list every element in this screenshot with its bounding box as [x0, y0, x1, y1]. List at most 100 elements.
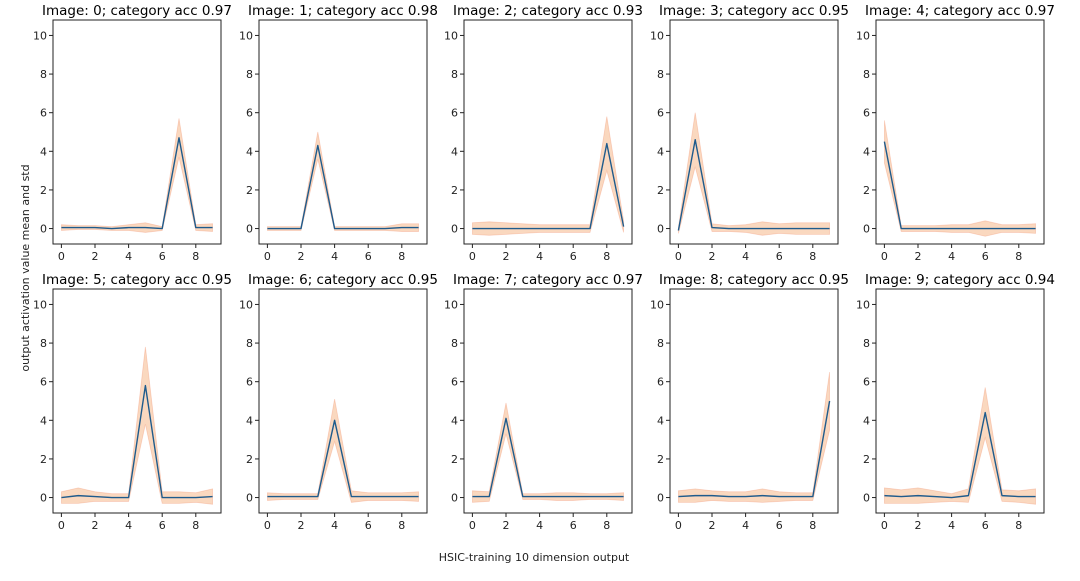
x-tick-label: 8 [398, 250, 405, 263]
x-tick-label: 6 [776, 250, 783, 263]
y-tick-label: 0 [246, 223, 253, 236]
figure-x-axis-label: HSIC-training 10 dimension output [439, 551, 630, 564]
x-tick-label: 4 [331, 250, 338, 263]
x-tick-label: 6 [776, 519, 783, 532]
subplot-2: Image: 2; category acc 0.93 0 2 4 6 8 0 2 4 6 8 10 [444, 3, 643, 263]
y-tick-label: 8 [863, 337, 870, 350]
subplot-title: Image: 4; category acc 0.97 [865, 3, 1055, 19]
std-band [266, 398, 420, 503]
x-tick-label: 4 [948, 519, 955, 532]
x-tick-label: 4 [742, 519, 749, 532]
y-tick-label: 6 [863, 376, 870, 389]
mean-line [61, 137, 213, 230]
subplot-title: Image: 2; category acc 0.93 [453, 3, 643, 19]
x-tick-label: 8 [809, 519, 816, 532]
x-tick-label: 4 [331, 519, 338, 532]
y-tick-label: 2 [863, 453, 870, 466]
x-tick-label: 0 [264, 250, 271, 263]
x-tick-label: 0 [264, 519, 271, 532]
y-tick-label: 6 [40, 376, 47, 389]
y-tick-label: 10 [33, 298, 47, 311]
subplot-4: Image: 4; category acc 0.97 0 2 4 6 8 0 2 4 6 8 10 [856, 3, 1055, 263]
axes-frame [258, 288, 428, 514]
y-tick-label: 4 [451, 145, 458, 158]
mean-line [678, 400, 831, 498]
x-tick-label: 6 [982, 250, 989, 263]
x-tick-label: 2 [503, 519, 510, 532]
y-tick-label: 4 [657, 414, 664, 427]
std-band [678, 112, 830, 236]
y-tick-label: 4 [40, 414, 47, 427]
axes-frame [52, 19, 222, 245]
subplot-title: Image: 8; category acc 0.95 [659, 272, 849, 288]
y-tick-label: 4 [246, 145, 253, 158]
mean-line [61, 384, 213, 499]
axes-frame [258, 19, 428, 245]
x-tick-label: 6 [365, 519, 372, 532]
y-tick-label: 2 [863, 184, 870, 197]
mean-line [472, 417, 624, 498]
x-tick-label: 4 [948, 250, 955, 263]
x-tick-label: 4 [125, 250, 132, 263]
y-tick-label: 8 [246, 337, 253, 350]
y-tick-label: 2 [246, 453, 253, 466]
y-tick-label: 10 [239, 298, 253, 311]
axes-frame [52, 288, 222, 514]
x-tick-label: 0 [881, 519, 888, 532]
y-tick-label: 4 [246, 414, 253, 427]
y-tick-label: 6 [246, 376, 253, 389]
subplot-8: Image: 8; category acc 0.95 0 2 4 6 8 0 2 4 6 8 10 [650, 272, 849, 532]
y-tick-label: 10 [444, 29, 458, 42]
std-band [471, 116, 624, 236]
subplot-title: Image: 0; category acc 0.97 [42, 3, 232, 19]
mean-line [883, 141, 1036, 230]
y-tick-label: 2 [451, 184, 458, 197]
y-tick-label: 2 [246, 184, 253, 197]
x-tick-label: 4 [125, 519, 132, 532]
y-tick-label: 6 [451, 107, 458, 120]
subplot-title: Image: 9; category acc 0.94 [865, 272, 1055, 288]
mean-line [267, 144, 419, 230]
y-tick-label: 8 [451, 68, 458, 81]
figure-y-axis-label: output activation value mean and std [19, 164, 32, 371]
y-tick-label: 0 [40, 223, 47, 236]
y-tick-label: 8 [657, 68, 664, 81]
x-tick-label: 2 [92, 250, 99, 263]
subplot-title: Image: 6; category acc 0.95 [248, 272, 438, 288]
y-tick-label: 2 [40, 184, 47, 197]
y-tick-label: 0 [40, 492, 47, 505]
subplot-title: Image: 7; category acc 0.97 [453, 272, 643, 288]
x-tick-label: 2 [709, 250, 716, 263]
subplot-title: Image: 3; category acc 0.95 [659, 3, 849, 19]
x-tick-label: 2 [298, 250, 305, 263]
x-tick-label: 0 [881, 250, 888, 263]
subplot-0: Image: 0; category acc 0.97 0 2 4 6 8 0 2 4 6 8 10 [33, 3, 232, 263]
y-tick-label: 10 [856, 298, 870, 311]
std-band [678, 371, 830, 503]
y-tick-label: 4 [451, 414, 458, 427]
x-tick-label: 6 [159, 519, 166, 532]
y-tick-label: 0 [246, 492, 253, 505]
x-tick-label: 6 [570, 250, 577, 263]
x-tick-label: 8 [398, 519, 405, 532]
y-tick-label: 10 [650, 29, 664, 42]
std-band [471, 402, 624, 503]
x-tick-label: 2 [915, 519, 922, 532]
x-tick-label: 0 [469, 250, 476, 263]
y-tick-label: 8 [40, 68, 47, 81]
y-tick-label: 0 [863, 223, 870, 236]
subplot-7: Image: 7; category acc 0.97 0 2 4 6 8 0 2 4 6 8 10 [444, 272, 643, 532]
y-tick-label: 6 [246, 107, 253, 120]
axes-frame [669, 19, 839, 245]
x-tick-label: 4 [536, 519, 543, 532]
y-tick-label: 8 [863, 68, 870, 81]
subplot-5: Image: 5; category acc 0.95 0 2 4 6 8 0 2 4 6 8 10 [33, 272, 232, 532]
y-tick-label: 10 [444, 298, 458, 311]
x-tick-label: 2 [92, 519, 99, 532]
y-tick-label: 4 [657, 145, 664, 158]
x-tick-label: 0 [58, 519, 65, 532]
y-tick-label: 6 [657, 107, 664, 120]
subplot-1: Image: 1; category acc 0.98 0 2 4 6 8 0 2 4 6 8 10 [239, 3, 438, 263]
x-tick-label: 6 [982, 519, 989, 532]
